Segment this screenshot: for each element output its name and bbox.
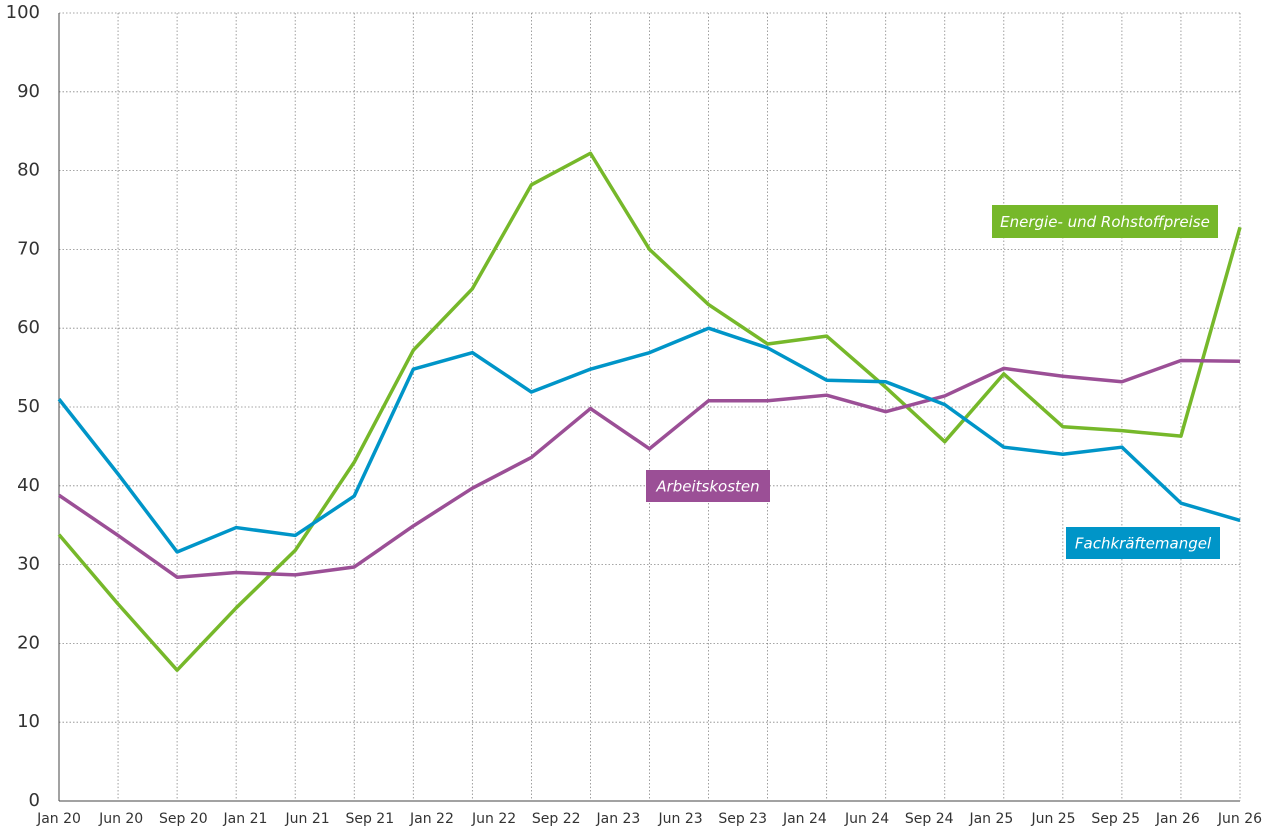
- y-tick-label: 80: [17, 160, 40, 181]
- series-label: Energie- und Rohstoffpreise: [1000, 213, 1210, 231]
- series-line: [57, 326, 1241, 554]
- series-label: Arbeitskosten: [655, 478, 759, 496]
- series-label: Fachkräftemangel: [1075, 535, 1212, 553]
- x-tick-label: Jan 23: [595, 811, 640, 827]
- x-tick-label: Sep 24: [905, 811, 954, 827]
- y-tick-label: 50: [17, 396, 40, 417]
- y-tick-label: 90: [17, 81, 40, 102]
- y-tick-label: 60: [17, 317, 40, 338]
- y-tick-label: 20: [17, 632, 40, 653]
- x-tick-label: Jun 24: [844, 811, 889, 827]
- x-tick-label: Sep 23: [718, 811, 767, 827]
- x-tick-label: Jan 26: [1155, 811, 1200, 827]
- x-tick-label: Jan 20: [36, 811, 81, 827]
- x-tick-label: Jan 21: [223, 811, 268, 827]
- series-label-box: [1066, 527, 1220, 559]
- x-tick-label: Jun 25: [1030, 811, 1075, 827]
- x-tick-label: Sep 21: [345, 811, 394, 827]
- x-tick-label: Jun 20: [98, 811, 143, 827]
- x-tick-label: Jun 22: [471, 811, 516, 827]
- x-tick-label: Jan 22: [409, 811, 454, 827]
- x-tick-label: Jun 26: [1217, 811, 1262, 827]
- x-tick-label: Jun 21: [285, 811, 330, 827]
- y-tick-label: 10: [17, 711, 40, 732]
- series-line: [57, 151, 1242, 672]
- y-tick-label: 70: [17, 238, 40, 259]
- x-tick-label: Sep 22: [532, 811, 581, 827]
- x-tick-label: Jan 24: [782, 811, 827, 827]
- x-tick-label: Sep 20: [159, 811, 208, 827]
- x-tick-label: Jun 23: [658, 811, 703, 827]
- y-tick-label: 0: [29, 790, 40, 811]
- series-label-box: [992, 205, 1218, 238]
- series-label-box: [646, 470, 770, 502]
- y-tick-label: 30: [17, 554, 40, 575]
- x-tick-label: Sep 25: [1091, 811, 1140, 827]
- series-line: [58, 358, 1241, 579]
- y-tick-label: 40: [17, 475, 40, 496]
- x-tick-label: Jan 25: [968, 811, 1013, 827]
- y-tick-label: 100: [6, 2, 40, 23]
